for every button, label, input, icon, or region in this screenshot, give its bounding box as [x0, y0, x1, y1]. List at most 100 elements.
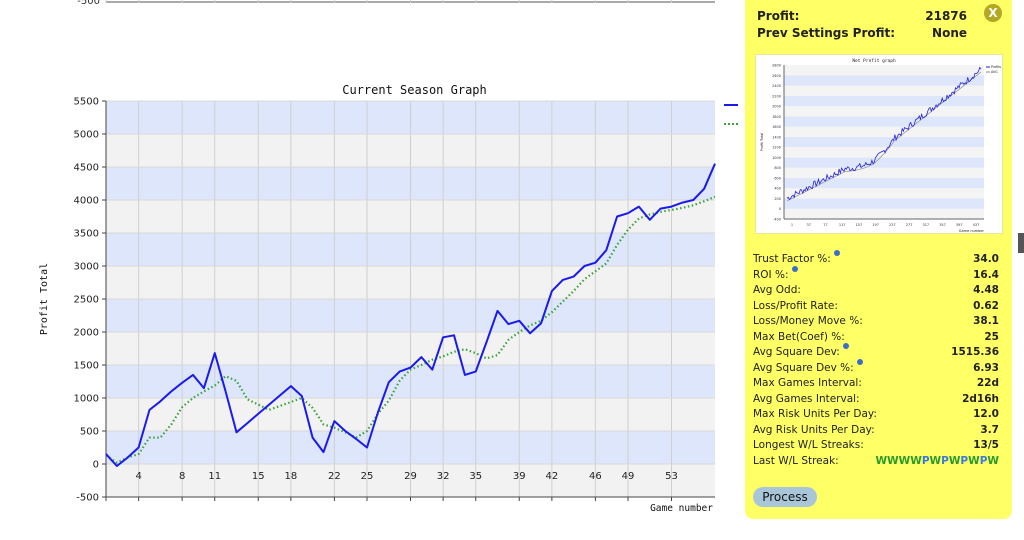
thumb-y-label: Profit Total [760, 133, 764, 151]
process-button[interactable]: Process [753, 487, 817, 507]
stat-row: Loss/Money Move %: 38.1 [753, 314, 999, 330]
y-tick-label: 5000 [74, 130, 99, 141]
stats-list: Trust Factor %: 34.0 ROI %: 16.4 Avg Odd: 4.4… [753, 250, 999, 470]
stat-label: Avg Square Dev: [753, 343, 849, 361]
streak-char: P [979, 454, 988, 467]
streak-char: W [910, 454, 922, 467]
stat-row: Avg Square Dev %: 6.93 [753, 358, 999, 377]
season-graph: -500 -500 0 500 1000 1500 2000 2500 3000 3500 4000… [39, 0, 716, 514]
info-icon[interactable] [791, 265, 798, 272]
y-tick-label: 4000 [74, 196, 99, 207]
info-icon[interactable] [856, 358, 863, 365]
stat-row: Max Bet(Coef) %: 25 [753, 330, 999, 346]
stat-value: 34.0 [973, 253, 999, 265]
stat-label: Avg Odd: [753, 284, 801, 296]
close-button[interactable]: X [984, 4, 1002, 22]
thumb-x-tick-label: 357 [939, 223, 946, 227]
streak-char: P [960, 454, 969, 467]
stat-value: 13/5 [973, 439, 999, 451]
thumb-y-tick-label: 600 [774, 176, 781, 180]
thumb-y-tick-label: 1600 [772, 125, 781, 129]
stat-label: Avg Risk Units Per Day: [753, 423, 875, 436]
x-axis-label: Game number [650, 503, 713, 514]
x-tick-label: 29 [404, 471, 417, 482]
y-tick-label: 5500 [74, 97, 99, 108]
streak-char: W [929, 454, 942, 467]
x-tick-label: 35 [469, 471, 482, 482]
streak-char: W [887, 454, 899, 467]
thumb-band [784, 136, 984, 148]
thumb-band [784, 167, 984, 178]
stat-value: 4.48 [973, 284, 999, 296]
profit-row: Profit: 21876 [757, 8, 1000, 25]
thumb-y-tick-label: 1200 [772, 146, 781, 150]
prev-profit-label: Prev Settings Profit: [757, 26, 896, 40]
x-tick-label: 46 [589, 471, 602, 482]
y-tick-label: 2000 [74, 328, 99, 339]
prev-profit-value: None [932, 26, 967, 40]
thumb-band [784, 75, 984, 86]
stat-row: ROI %: 16.4 [753, 265, 999, 284]
last-streak-value: WWWWPWPWPWPW [875, 454, 999, 470]
thumb-band [784, 106, 984, 117]
thumb-y-tick-label: 2000 [772, 105, 781, 109]
thumb-y-tick-label: 2400 [772, 84, 781, 88]
info-icon[interactable] [842, 343, 849, 349]
thumb-band [784, 208, 984, 219]
thumb-band [784, 85, 984, 96]
stat-label: Max Bet(Coef) %: [753, 330, 845, 343]
stat-value: 22d [976, 377, 999, 389]
thumb-profit-line [786, 66, 982, 201]
stat-row: Avg Odd: 4.48 [753, 283, 999, 299]
y-tick-label: -500 [76, 493, 99, 504]
stat-value: 16.4 [973, 268, 999, 281]
thumb-y-tick-label: 0 [779, 207, 781, 211]
streak-char: W [968, 454, 980, 467]
y-tick-label: 1000 [74, 394, 99, 405]
x-tick-label: 18 [285, 471, 298, 482]
thumb-y-tick-label: 2200 [772, 94, 781, 98]
info-icon[interactable] [833, 250, 840, 256]
stat-value: 6.93 [973, 361, 999, 374]
stat-row: Avg Square Dev: 1515.36 [753, 343, 999, 361]
thumb-x-tick-label: 397 [956, 223, 963, 227]
thumb-x-label: Game number [959, 229, 985, 233]
prev-profit-row: Prev Settings Profit: None [757, 25, 1000, 42]
streak-char: P [941, 454, 949, 467]
stat-label: ROI %: [753, 265, 798, 284]
side-tab[interactable] [1018, 233, 1024, 253]
stat-value: 3.7 [980, 423, 999, 436]
y-tick-label: 3000 [74, 262, 99, 273]
stat-label: Avg Square Dev %: [753, 358, 863, 377]
thumb-y-tick-label: 2800 [772, 64, 781, 68]
thumb-band [784, 157, 984, 168]
summary-panel: X Profit: 21876 Prev Settings Profit: No… [745, 0, 1012, 519]
thumb-x-tick-label: 317 [922, 223, 929, 227]
thumb-x-tick-label: 77 [823, 223, 827, 227]
net-profit-thumbnail[interactable]: -400 0 200 400 600 800 1000 1200 1400 1600 1800 200… [755, 54, 1003, 234]
streak-char: P [921, 454, 930, 467]
y-tick-label: 0 [93, 460, 99, 471]
thumb-x-tick-label: 117 [839, 223, 846, 227]
last-streak-label: Last W/L Streak: [753, 454, 839, 467]
y-axis-label: Profit Total [39, 263, 50, 335]
stat-row: Max Risk Units Per Day: 12.0 [753, 407, 999, 423]
thumb-band [784, 116, 984, 127]
x-tick-label: 22 [328, 471, 341, 482]
stat-value: 38.1 [973, 315, 999, 327]
profit-value: 21876 [925, 9, 967, 23]
thumb-legend-label: Profits [991, 65, 1001, 69]
streak-char: W [875, 454, 888, 467]
thumb-y-tick-label: 200 [774, 197, 781, 201]
thumb-legend-label: AVG [991, 70, 998, 74]
x-tick-label: 32 [437, 471, 450, 482]
x-tick-label: 42 [546, 471, 559, 482]
prev-chart-tick-label: -500 [77, 0, 100, 7]
x-tick-label: 4 [135, 471, 141, 482]
stat-value: 2d16h [962, 392, 999, 405]
thumb-title: Net Profit graph [852, 58, 896, 64]
thumb-x-tick-label: 37 [806, 223, 810, 227]
thumb-band [784, 198, 984, 209]
thumb-y-tick-label: 1400 [772, 135, 781, 139]
thumb-y-tick-label: 2600 [772, 74, 781, 78]
